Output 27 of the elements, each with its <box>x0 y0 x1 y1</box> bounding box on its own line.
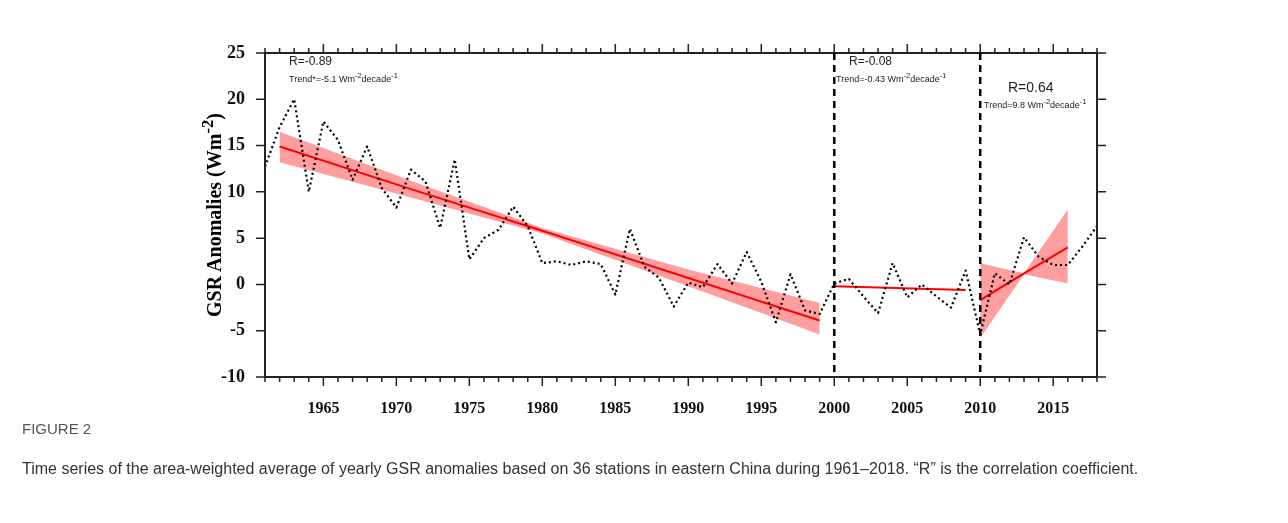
x-tick-label: 1965 <box>307 398 340 416</box>
y-tick-label: 0 <box>236 273 245 294</box>
y-tick-label: 15 <box>227 134 245 155</box>
annotation: R=-0.89 <box>289 54 333 68</box>
annotation: R=0.64 <box>1008 79 1054 95</box>
y-tick-label: -10 <box>221 365 245 386</box>
y-tick-label: 10 <box>227 180 245 201</box>
y-tick-label: 20 <box>227 87 245 108</box>
x-tick-label: 1970 <box>380 398 413 416</box>
caption: FIGURE 2 <box>22 420 92 437</box>
x-tick-label: 1990 <box>672 398 705 416</box>
x-tick-label: 1980 <box>526 398 559 416</box>
y-tick-label: 25 <box>227 41 245 62</box>
y-tick-label: 5 <box>236 226 245 247</box>
x-tick-label: 2000 <box>818 398 851 416</box>
x-tick-label: 2010 <box>964 398 997 416</box>
annotation: Trend*=-5.1 Wm$^{-2}$decade$^{-1}$ <box>289 71 398 84</box>
x-tick-label: 1975 <box>453 398 486 416</box>
x-tick-label: 1985 <box>599 398 632 416</box>
y-tick-label: -5 <box>230 319 245 340</box>
x-tick-label: 2005 <box>891 398 924 416</box>
x-tick-label: 2015 <box>1037 398 1070 416</box>
annotation: Trend=9.8 Wm$^{-2}$decade$^{-1}$ <box>984 97 1087 110</box>
annotation: Trend=-0.43 Wm$^{-2}$decade$^{-1}$ <box>836 71 947 84</box>
x-tick-label: 1995 <box>745 398 778 416</box>
text: Time series of the area-weighted average of yearly GSR anomalies based on 36 stations in eastern China during 1961–2018. “R” is the correlation coefficient. <box>22 459 1140 479</box>
annotation: R=-0.08 <box>849 54 893 68</box>
